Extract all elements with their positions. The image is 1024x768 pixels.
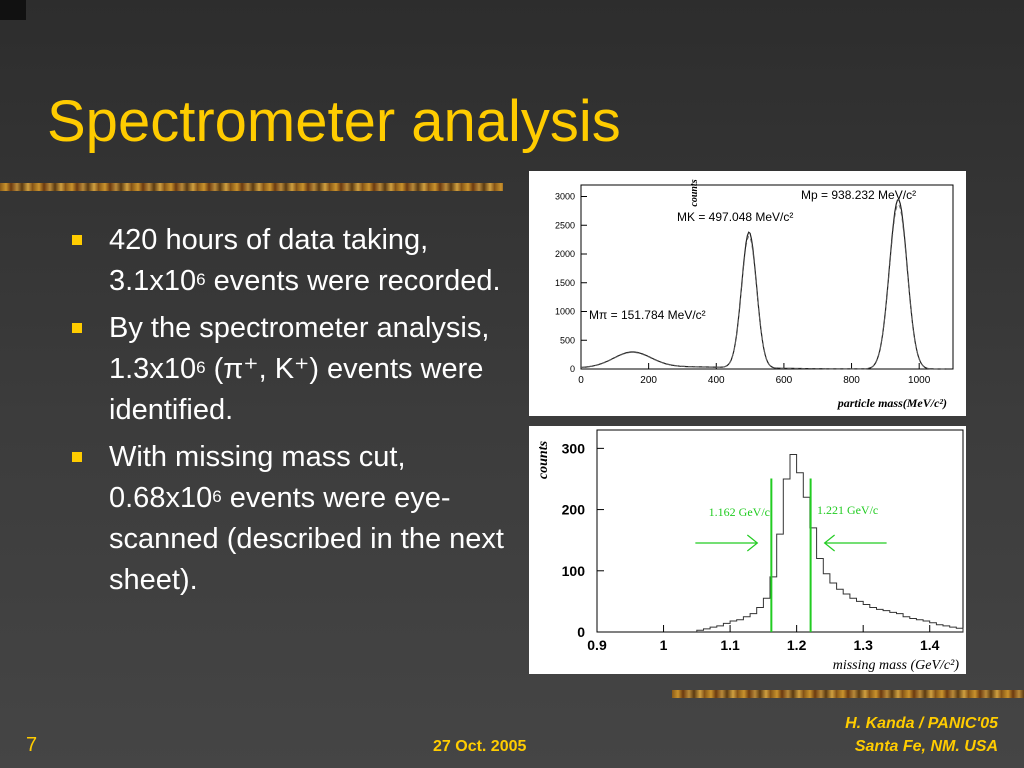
bullet-exponent: 6 bbox=[196, 270, 206, 289]
y-tick-label: 3000 bbox=[555, 192, 575, 202]
bullet-square-icon bbox=[72, 452, 82, 462]
bullet-text-b: (π⁺, K⁺) events were identified. bbox=[109, 353, 484, 426]
y-tick-label: 1500 bbox=[555, 278, 575, 288]
x-tick-label: 0.9 bbox=[587, 637, 607, 653]
plot-frame bbox=[580, 184, 954, 370]
missing-mass-plot: 0.9 1 1.1 1.2 1.3 1.4 0 100 200 300 1.162 GeV/c 1.2… bbox=[529, 426, 966, 674]
y-tick-label: 100 bbox=[562, 563, 586, 579]
y-tick-label: 1000 bbox=[555, 307, 575, 317]
footer-date: 27 Oct. 2005 bbox=[433, 738, 527, 755]
footer-author: H. Kanda / PANIC'05 Santa Fe, NM. USA bbox=[845, 712, 998, 758]
particle-mass-chart: 0 200 400 600 800 1000 0 500 1000 1500 2000 2500 300… bbox=[555, 179, 954, 410]
author-line-1: H. Kanda / PANIC'05 bbox=[845, 715, 998, 732]
slide-title: Spectrometer analysis bbox=[47, 89, 621, 154]
x-tick-label: 0 bbox=[578, 375, 584, 386]
bullet-square-icon bbox=[72, 235, 82, 245]
page-number: 7 bbox=[26, 734, 38, 756]
mass-spectrum-line bbox=[580, 199, 947, 370]
peak-annotation: Mπ = 151.784 MeV/c² bbox=[589, 308, 706, 322]
x-tick-label: 1.2 bbox=[787, 637, 807, 653]
x-tick-label: 1.3 bbox=[853, 637, 873, 653]
y-tick-label: 2000 bbox=[555, 249, 575, 259]
cut-arrow-right-icon bbox=[695, 534, 759, 552]
x-tick-label: 400 bbox=[708, 375, 725, 386]
bullet-text-a: With missing mass cut, 0.68x10 bbox=[109, 441, 406, 514]
cut-arrow-left-icon bbox=[823, 534, 887, 552]
bullet-text-a: By the spectrometer analysis, 1.3x10 bbox=[109, 312, 490, 385]
x-axis-label: missing mass (GeV/c²) bbox=[833, 658, 960, 673]
bullet-exponent: 6 bbox=[212, 487, 222, 506]
x-tick-label: 1 bbox=[660, 637, 668, 653]
y-axis-label: counts bbox=[689, 179, 700, 206]
cut-label-low: 1.162 GeV/c bbox=[709, 505, 770, 519]
y-axis-label: counts bbox=[536, 440, 551, 479]
peak-annotation: MK = 497.048 MeV/c² bbox=[677, 210, 793, 224]
bullet-item: 420 hours of data taking, 3.1x106 events… bbox=[72, 220, 522, 302]
missing-mass-chart: 0.9 1 1.1 1.2 1.3 1.4 0 100 200 300 1.162 GeV/c 1.2… bbox=[536, 429, 964, 673]
x-tick-label: 1.4 bbox=[920, 637, 940, 653]
cut-label-high: 1.221 GeV/c bbox=[817, 503, 878, 517]
bullet-item: By the spectrometer analysis, 1.3x106 (π… bbox=[72, 308, 522, 431]
particle-mass-plot: 0 200 400 600 800 1000 0 500 1000 1500 2000 2500 300… bbox=[529, 171, 966, 416]
y-tick-label: 200 bbox=[562, 502, 586, 518]
x-tick-label: 200 bbox=[640, 375, 657, 386]
x-tick-label: 800 bbox=[843, 375, 860, 386]
x-tick-label: 1.1 bbox=[720, 637, 740, 653]
author-line-2: Santa Fe, NM. USA bbox=[854, 738, 998, 755]
bullet-text-a: 420 hours of data taking, 3.1x10 bbox=[109, 224, 429, 297]
x-axis-label: particle mass(MeV/c²) bbox=[837, 396, 947, 410]
decorative-band-top bbox=[0, 183, 503, 191]
decorative-band-bottom bbox=[672, 690, 1024, 698]
y-tick-label: 300 bbox=[562, 440, 586, 456]
bullet-square-icon bbox=[72, 323, 82, 333]
y-tick-label: 2500 bbox=[555, 220, 575, 230]
x-tick-label: 600 bbox=[776, 375, 793, 386]
mass-fit-line bbox=[580, 204, 947, 370]
peak-annotation: Mp = 938.232 MeV/c² bbox=[801, 188, 916, 202]
bullet-text-b: events were eye-scanned (described in th… bbox=[109, 482, 504, 596]
corner-block bbox=[0, 0, 26, 20]
y-tick-label: 0 bbox=[570, 364, 575, 374]
missing-mass-histogram bbox=[696, 454, 964, 632]
plot-frame bbox=[596, 429, 964, 633]
bullet-item: With missing mass cut, 0.68x106 events w… bbox=[72, 437, 522, 601]
y-tick-label: 500 bbox=[560, 335, 575, 345]
x-tick-label: 1000 bbox=[908, 375, 931, 386]
bullet-list: 420 hours of data taking, 3.1x106 events… bbox=[72, 220, 522, 607]
bullet-text-b: events were recorded. bbox=[205, 265, 501, 297]
bullet-exponent: 6 bbox=[196, 358, 206, 377]
y-tick-label: 0 bbox=[577, 624, 585, 640]
